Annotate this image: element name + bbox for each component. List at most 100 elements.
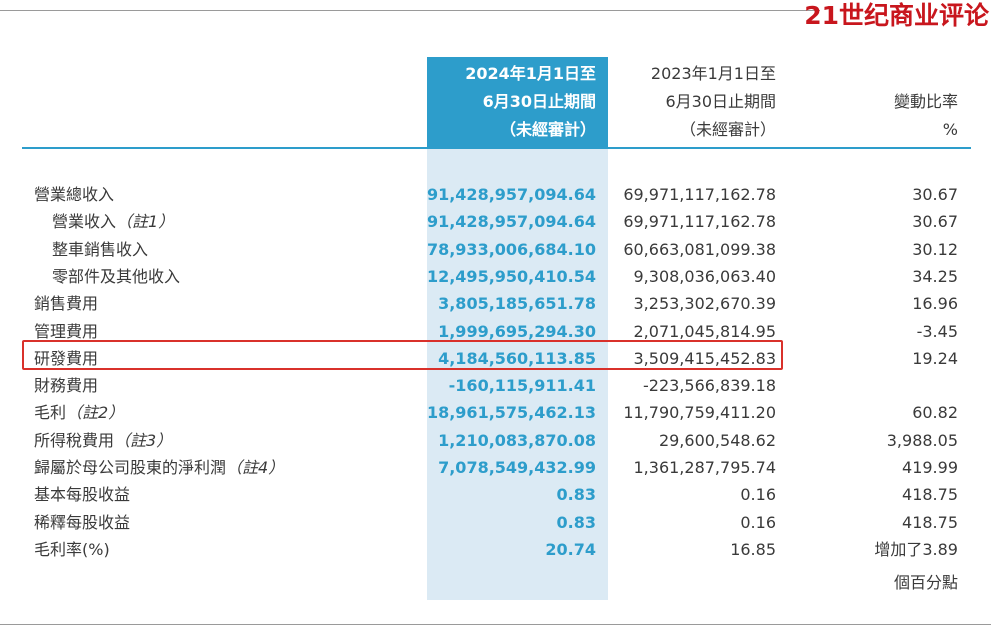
table-row: 銷售費用 3,805,185,651.78 3,253,302,670.39 16.9… (0, 290, 991, 317)
row-footnote-ref: （註4） (226, 458, 285, 477)
prior-value: 69,971,117,162.78 (623, 212, 776, 231)
change-value: 30.67 (912, 212, 958, 231)
prior-value: 60,663,081,099.38 (623, 240, 776, 259)
change-value: 418.75 (902, 513, 958, 532)
row-label-text: 管理費用 (34, 322, 99, 341)
row-label: 營業收入（註1） (52, 208, 174, 235)
change-value: 30.12 (912, 240, 958, 259)
row-label-text: 銷售費用 (34, 294, 99, 313)
prior-value: 3,253,302,670.39 (633, 294, 777, 313)
row-label: 基本每股收益 (34, 481, 130, 508)
row-label: 零部件及其他收入 (52, 263, 180, 290)
row-label-text: 營業總收入 (34, 185, 115, 204)
watermark-logo: 21世纪商业评论 (804, 1, 989, 30)
bottom-rule (0, 624, 991, 625)
prior-value: 69,971,117,162.78 (623, 185, 776, 204)
row-footnote-ref: （註3） (114, 431, 173, 450)
row-label: 銷售費用 (34, 290, 98, 317)
table-row: 歸屬於母公司股東的淨利潤（註4） 7,078,549,432.99 1,361,28… (0, 454, 991, 481)
row-label: 歸屬於母公司股東的淨利潤（註4） (34, 454, 284, 481)
row-label: 管理費用 (34, 318, 98, 345)
row-label: 毛利（註2） (34, 399, 124, 426)
change-value: 60.82 (912, 403, 958, 422)
row-label: 毛利率(%) (34, 536, 110, 563)
current-value: 12,495,950,410.54 (426, 267, 596, 286)
current-value: 1,999,695,294.30 (438, 322, 596, 341)
row-label-text: 歸屬於母公司股東的淨利潤 (34, 458, 227, 477)
current-period-header-line-3: （未經審計） (499, 120, 596, 139)
header-rule (22, 147, 971, 149)
current-value: 7,078,549,432.99 (438, 458, 596, 477)
change-value: 30.67 (912, 185, 958, 204)
row-label-text: 稀釋每股收益 (34, 513, 131, 532)
table-row: 零部件及其他收入 12,495,950,410.54 9,308,036,063.4… (0, 263, 991, 290)
change-value: -3.45 (916, 322, 958, 341)
current-value: 20.74 (545, 540, 596, 559)
change-value: 3,988.05 (886, 431, 958, 450)
row-label-text: 毛利率(%) (34, 540, 110, 559)
row-label: 稀釋每股收益 (34, 509, 130, 536)
prior-value: 29,600,548.62 (658, 431, 776, 450)
table-row: 研發費用 4,184,560,113.85 3,509,415,452.83 19.2… (0, 345, 991, 372)
table-row: 基本每股收益 0.83 0.16 418.75 (0, 481, 991, 508)
change-value: 419.99 (902, 458, 958, 477)
current-period-header-line-1: 2024年1月1日至 (465, 64, 596, 83)
row-label: 所得稅費用（註3） (34, 427, 172, 454)
change-value: 16.96 (912, 294, 958, 313)
row-label-text: 營業收入 (52, 212, 117, 231)
table-row: 營業收入（註1） 91,428,957,094.64 69,971,117,162.… (0, 208, 991, 235)
current-value: 0.83 (556, 485, 596, 504)
row-footnote-ref: （註1） (116, 212, 175, 231)
current-value: 3,805,185,651.78 (438, 294, 596, 313)
current-period-header-line-2: 6月30日止期間 (482, 92, 596, 111)
prior-value: -223,566,839.18 (642, 376, 776, 395)
prior-value: 0.16 (740, 513, 776, 532)
prior-value: 16.85 (730, 540, 776, 559)
change-header-line-2: % (942, 120, 958, 139)
table-row: 毛利（註2） 18,961,575,462.13 11,790,759,411.20… (0, 399, 991, 426)
current-value: 91,428,957,094.64 (426, 212, 596, 231)
row-label-text: 財務費用 (34, 376, 99, 395)
change-continuation: 個百分點 (893, 573, 958, 592)
prior-value: 1,361,287,795.74 (633, 458, 777, 477)
current-period-header-bg (427, 57, 608, 148)
top-rule (0, 10, 820, 11)
prior-period-header-line-1: 2023年1月1日至 (650, 64, 776, 83)
current-value: 18,961,575,462.13 (426, 403, 596, 422)
current-value: 4,184,560,113.85 (438, 349, 596, 368)
row-label-text: 毛利 (34, 403, 67, 422)
row-label-text: 所得稅費用 (34, 431, 115, 450)
current-value: 91,428,957,094.64 (426, 185, 596, 204)
prior-value: 2,071,045,814.95 (633, 322, 777, 341)
current-value: 0.83 (556, 513, 596, 532)
change-value: 增加了3.89 (874, 540, 958, 559)
row-label: 營業總收入 (34, 181, 114, 208)
prior-value: 11,790,759,411.20 (623, 403, 776, 422)
row-label-text: 基本每股收益 (34, 485, 131, 504)
row-label: 研發費用 (34, 345, 98, 372)
table-row: 稀釋每股收益 0.83 0.16 418.75 (0, 509, 991, 536)
row-label: 整車銷售收入 (52, 236, 148, 263)
row-footnote-ref: （註2） (66, 403, 125, 422)
table-row: 毛利率(%) 20.74 16.85 增加了3.89 (0, 536, 991, 563)
rd-expense-highlight-box (22, 340, 783, 370)
change-value: 34.25 (912, 267, 958, 286)
table-row: 管理費用 1,999,695,294.30 2,071,045,814.95 -3.4… (0, 318, 991, 345)
row-label-text: 整車銷售收入 (52, 240, 149, 259)
change-value: 418.75 (902, 485, 958, 504)
table-row: 財務費用 -160,115,911.41 -223,566,839.18 (0, 372, 991, 399)
prior-value: 3,509,415,452.83 (633, 349, 777, 368)
row-label-text: 研發費用 (34, 349, 99, 368)
current-value: 1,210,083,870.08 (438, 431, 596, 450)
prior-value: 9,308,036,063.40 (633, 267, 777, 286)
prior-value: 0.16 (740, 485, 776, 504)
prior-period-header-line-2: 6月30日止期間 (665, 92, 776, 111)
row-label: 財務費用 (34, 372, 98, 399)
current-value: -160,115,911.41 (448, 376, 596, 395)
row-label-text: 零部件及其他收入 (52, 267, 181, 286)
change-header-line-1: 變動比率 (893, 92, 958, 111)
table-row: 整車銷售收入 78,933,006,684.10 60,663,081,099.38… (0, 236, 991, 263)
change-value: 19.24 (912, 349, 958, 368)
table-row: 營業總收入 91,428,957,094.64 69,971,117,162.78 3… (0, 181, 991, 208)
table-row: 所得稅費用（註3） 1,210,083,870.08 29,600,548.62 3,… (0, 427, 991, 454)
